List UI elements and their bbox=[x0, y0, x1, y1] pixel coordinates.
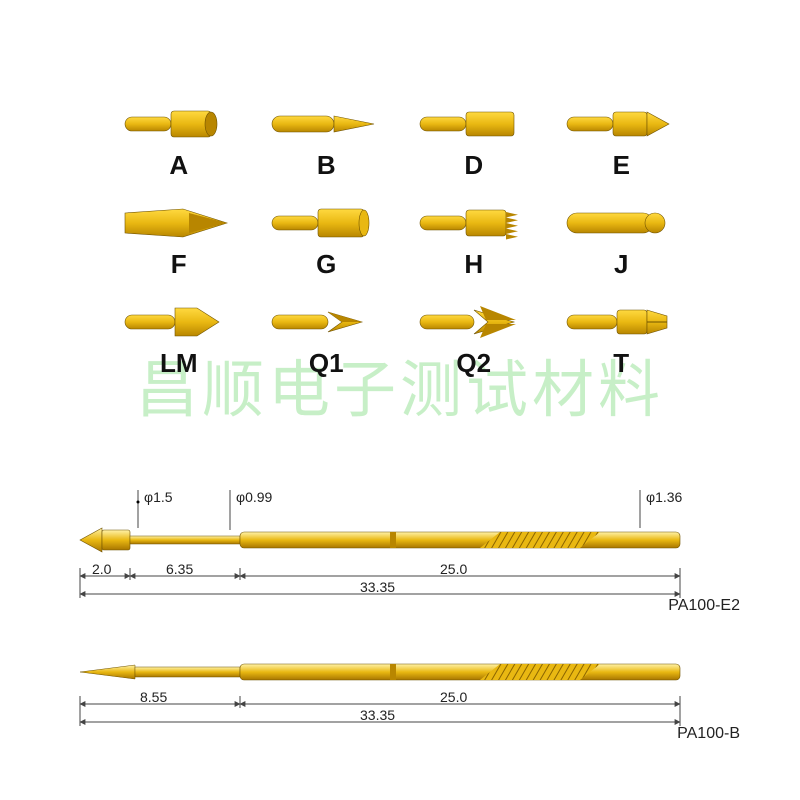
tip-label: H bbox=[464, 249, 483, 280]
dim-d3: φ1.36 bbox=[646, 489, 683, 505]
tip-lm: LM bbox=[110, 298, 248, 379]
svg-text:25.0: 25.0 bbox=[440, 561, 467, 577]
pa100-b: 8.55 25.0 33.35 PA100-B bbox=[80, 664, 740, 742]
tip-label: D bbox=[464, 150, 483, 181]
tip-label: Q2 bbox=[456, 348, 491, 379]
svg-text:33.35: 33.35 bbox=[360, 707, 395, 723]
dim-d1: φ1.5 bbox=[144, 489, 173, 505]
tip-label: F bbox=[171, 249, 187, 280]
tip-f: F bbox=[110, 199, 248, 280]
tip-h: H bbox=[405, 199, 543, 280]
svg-text:33.35: 33.35 bbox=[360, 579, 395, 595]
svg-text:8.55: 8.55 bbox=[140, 689, 167, 705]
svg-text:6.35: 6.35 bbox=[166, 561, 193, 577]
tip-label: G bbox=[316, 249, 336, 280]
dimension-drawings: φ1.5 φ0.99 φ1.36 bbox=[60, 480, 740, 785]
tip-t: T bbox=[553, 298, 691, 379]
tip-label: A bbox=[169, 150, 188, 181]
tip-d: D bbox=[405, 100, 543, 181]
pa100-e2: φ1.5 φ0.99 φ1.36 bbox=[80, 489, 740, 614]
part-pa1: PA100-E2 bbox=[668, 597, 740, 614]
svg-text:25.0: 25.0 bbox=[440, 689, 467, 705]
tip-a: A bbox=[110, 100, 248, 181]
tip-q1: Q1 bbox=[258, 298, 396, 379]
tip-e: E bbox=[553, 100, 691, 181]
svg-text:2.0: 2.0 bbox=[92, 561, 112, 577]
tip-label: B bbox=[317, 150, 336, 181]
tip-label: LM bbox=[160, 348, 198, 379]
tip-q2: Q2 bbox=[405, 298, 543, 379]
part-pa2: PA100-B bbox=[677, 725, 740, 742]
tip-label: E bbox=[613, 150, 630, 181]
tip-g: G bbox=[258, 199, 396, 280]
tip-b: B bbox=[258, 100, 396, 181]
tip-type-grid: A B D E F G H J LM Q1 Q2 T bbox=[110, 100, 690, 379]
tip-label: Q1 bbox=[309, 348, 344, 379]
canvas: 昌顺电子测试材料 A B D E F G H J LM Q1 Q2 T bbox=[0, 0, 800, 800]
dim-d2: φ0.99 bbox=[236, 489, 273, 505]
tip-label: J bbox=[614, 249, 628, 280]
tip-label: T bbox=[613, 348, 629, 379]
tip-j: J bbox=[553, 199, 691, 280]
